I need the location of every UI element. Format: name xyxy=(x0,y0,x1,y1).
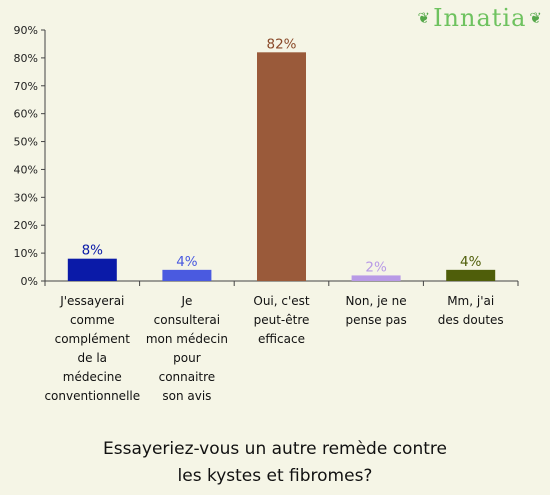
logo-text: Innatia xyxy=(433,4,527,32)
y-tick-label: 90% xyxy=(14,24,38,37)
data-label: 2% xyxy=(365,259,387,275)
caption-line-2: les kystes et fibromes? xyxy=(177,466,373,486)
leaf-left-icon: ❦ xyxy=(417,9,431,27)
caption-line-1: Essayeriez-vous un autre remède contre xyxy=(103,439,447,459)
bar-chart: 0% 10% 20% 30% 40% 50% 60% 70% 80% 90% 8% J'essayer… xyxy=(14,24,519,403)
x-tick-label: Oui, c'est peut-être efficace xyxy=(253,294,310,346)
y-tick-label: 80% xyxy=(14,52,38,65)
data-label: 8% xyxy=(82,243,104,259)
bar xyxy=(351,275,401,281)
data-label: 82% xyxy=(266,36,296,52)
y-tick-label: 50% xyxy=(14,136,38,149)
y-tick-label: 30% xyxy=(14,191,38,204)
y-tick-label: 40% xyxy=(14,163,38,176)
leaf-right-icon: ❦ xyxy=(529,9,542,27)
bar xyxy=(257,52,306,281)
data-label: 4% xyxy=(460,254,482,270)
y-tick-label: 20% xyxy=(14,219,38,232)
x-tick-label: J'essayerai comme complément de la médecine c… xyxy=(44,294,140,403)
x-tick-label: Mm, j'ai des doutes xyxy=(438,294,504,327)
innatia-logo: ❦ Innatia ❦ xyxy=(418,4,543,32)
bar xyxy=(162,269,212,281)
y-tick-label: 0% xyxy=(21,275,38,288)
bar xyxy=(67,258,117,281)
bar xyxy=(446,269,496,281)
data-label: 4% xyxy=(176,254,198,270)
chart-caption: Essayeriez-vous un autre remède contre l… xyxy=(0,436,550,490)
x-tick-label: Je consulterai mon médecin pour connaitre son… xyxy=(146,294,228,403)
x-tick-label: Non, je ne pense pas xyxy=(345,294,406,327)
y-tick-label: 60% xyxy=(14,108,38,121)
y-tick-label: 70% xyxy=(14,80,38,93)
y-tick-label: 10% xyxy=(14,247,38,260)
